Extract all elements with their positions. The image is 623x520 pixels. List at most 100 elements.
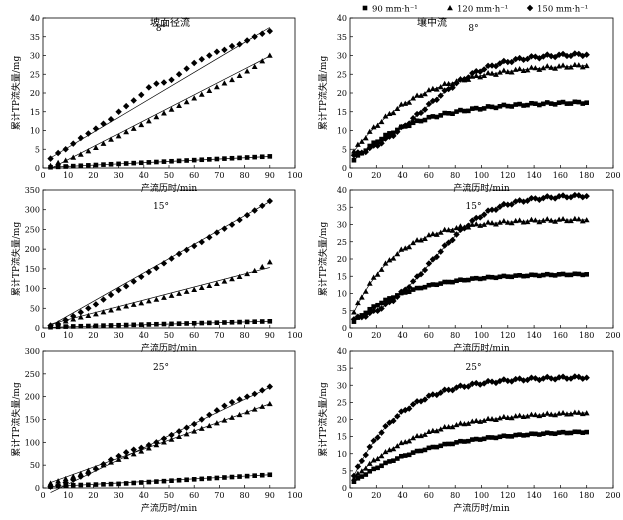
data-point-square bbox=[184, 158, 189, 163]
data-point-triangle bbox=[512, 413, 519, 419]
data-point-triangle bbox=[540, 411, 547, 418]
data-point-square bbox=[426, 282, 432, 288]
data-point-diamond bbox=[547, 52, 555, 60]
data-point-square bbox=[229, 319, 235, 325]
data-point-diamond bbox=[266, 197, 273, 205]
data-point-triangle bbox=[153, 114, 160, 120]
data-point-diamond bbox=[500, 200, 508, 208]
data-point-square bbox=[78, 163, 84, 169]
data-point-square bbox=[521, 433, 526, 438]
data-point-diamond bbox=[259, 387, 266, 394]
data-point-diamond bbox=[47, 322, 54, 329]
data-point-diamond bbox=[508, 58, 515, 66]
data-point-diamond bbox=[583, 374, 590, 381]
data-point-square bbox=[434, 114, 440, 120]
data-point-triangle bbox=[422, 91, 428, 97]
data-point-triangle bbox=[55, 478, 62, 484]
data-point-diamond bbox=[390, 297, 397, 305]
data-point-triangle bbox=[390, 255, 397, 261]
data-point-diamond bbox=[429, 391, 437, 398]
y-tick-label: 15 bbox=[337, 108, 347, 117]
data-point-diamond bbox=[358, 313, 366, 321]
data-point-diamond bbox=[461, 383, 468, 390]
x-tick-label: 200 bbox=[605, 171, 620, 180]
data-point-triangle bbox=[354, 141, 361, 147]
data-point-diamond bbox=[54, 320, 62, 328]
panel-title: 15° bbox=[153, 202, 169, 212]
data-point-triangle bbox=[406, 438, 413, 444]
data-point-square bbox=[146, 479, 152, 485]
x-tick-label: 70 bbox=[214, 491, 224, 500]
data-point-square bbox=[101, 323, 106, 328]
data-point-diamond bbox=[421, 106, 429, 113]
data-point-diamond bbox=[504, 58, 511, 66]
data-point-square bbox=[458, 107, 463, 113]
data-point-diamond bbox=[457, 76, 464, 83]
plot-frame bbox=[42, 350, 296, 489]
series-triangle bbox=[47, 259, 273, 328]
data-point-triangle bbox=[358, 468, 365, 474]
data-point-diamond bbox=[504, 201, 511, 208]
chart-panel-5: 0 10 20 30 40 50 60 70 80 90 100 0 50 100 150 200 250 300… bbox=[10, 347, 303, 514]
data-point-triangle bbox=[465, 420, 472, 426]
data-point-square bbox=[473, 275, 479, 281]
data-point-square bbox=[379, 136, 384, 142]
fit-line bbox=[50, 320, 270, 328]
data-point-diamond bbox=[425, 260, 433, 267]
x-tick-label: 40 bbox=[398, 171, 408, 180]
data-point-square bbox=[387, 459, 392, 464]
data-point-triangle bbox=[406, 244, 413, 250]
data-point-triangle bbox=[382, 113, 389, 119]
data-point-diamond bbox=[228, 42, 236, 50]
data-point-square bbox=[584, 100, 589, 106]
data-point-square bbox=[537, 102, 542, 108]
y-tick-label: 35 bbox=[30, 33, 40, 42]
x-tick-label: 50 bbox=[164, 171, 174, 180]
data-point-triangle bbox=[366, 280, 373, 286]
data-point-diamond bbox=[528, 53, 535, 60]
data-point-diamond bbox=[206, 234, 213, 241]
data-point-triangle bbox=[441, 226, 448, 232]
y-tick-label: 300 bbox=[25, 206, 40, 215]
data-point-square bbox=[138, 480, 144, 485]
data-point-diamond bbox=[85, 130, 92, 137]
y-tick-label: 0 bbox=[342, 164, 347, 173]
data-point-square bbox=[469, 437, 475, 442]
data-point-diamond bbox=[409, 278, 417, 285]
data-point-triangle bbox=[422, 235, 428, 241]
data-point-triangle bbox=[206, 87, 213, 93]
data-point-diamond bbox=[138, 273, 145, 280]
data-point-square bbox=[55, 164, 61, 170]
y-tick-label: 5 bbox=[342, 307, 347, 316]
data-point-square bbox=[450, 441, 455, 447]
data-point-square bbox=[146, 322, 152, 327]
data-point-diamond bbox=[441, 242, 448, 249]
data-point-triangle bbox=[259, 403, 266, 409]
data-point-triangle bbox=[378, 118, 385, 125]
data-point-diamond bbox=[92, 125, 100, 132]
data-point-diamond bbox=[555, 51, 563, 58]
data-point-diamond bbox=[469, 217, 476, 224]
data-point-diamond bbox=[183, 246, 190, 254]
data-point-diamond bbox=[504, 377, 511, 385]
y-tick-label: 35 bbox=[337, 203, 347, 212]
data-point-square bbox=[367, 468, 373, 474]
data-point-diamond bbox=[405, 120, 413, 127]
data-point-triangle bbox=[213, 84, 220, 90]
data-point-triangle bbox=[571, 215, 578, 222]
data-point-square bbox=[387, 131, 392, 136]
data-point-square bbox=[359, 474, 365, 479]
x-axis-label: 产流历时/min bbox=[453, 502, 509, 514]
data-point-triangle bbox=[481, 417, 488, 423]
data-point-diamond bbox=[183, 424, 190, 431]
data-point-triangle bbox=[532, 411, 539, 418]
data-point-diamond bbox=[571, 191, 579, 199]
data-point-triangle bbox=[176, 433, 182, 440]
data-point-diamond bbox=[488, 206, 496, 213]
data-point-triangle bbox=[108, 307, 114, 313]
legend-marker-triangle bbox=[447, 5, 453, 11]
data-point-triangle bbox=[374, 271, 381, 277]
data-point-square bbox=[191, 477, 197, 482]
data-point-diamond bbox=[508, 201, 515, 208]
